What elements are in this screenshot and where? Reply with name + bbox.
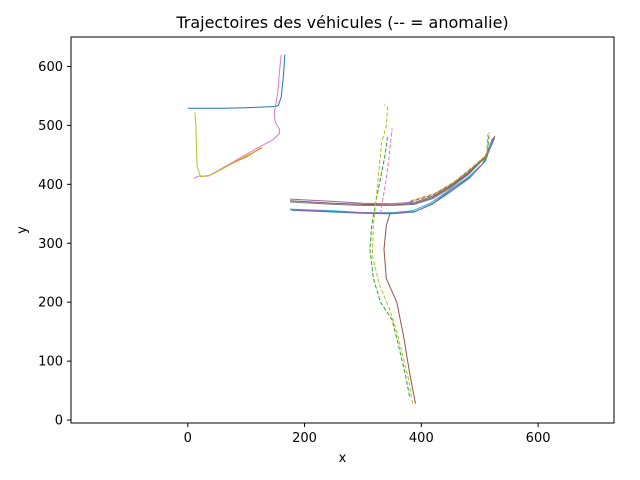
trajectory-line-1 — [193, 54, 282, 179]
anomaly-trajectory-line-11 — [369, 137, 411, 397]
y-tick-label: 500 — [38, 119, 63, 134]
trajectory-series-group — [187, 54, 496, 404]
chart-title: Trajectoires des véhicules (-- = anomali… — [175, 13, 508, 32]
y-tick-label: 400 — [38, 178, 63, 193]
x-axis-label: x — [339, 451, 347, 466]
anomaly-trajectory-line-13 — [380, 128, 393, 214]
trajectory-line-9 — [290, 137, 495, 214]
trajectory-line-3 — [234, 147, 262, 163]
y-tick-label: 0 — [55, 414, 63, 429]
anomaly-trajectory-line-15 — [410, 134, 489, 202]
trajectory-line-0 — [187, 54, 286, 109]
trajectory-line-10 — [383, 213, 416, 404]
trajectory-line-2 — [194, 112, 263, 178]
x-tick-label: 0 — [184, 431, 192, 446]
x-tick-label: 200 — [292, 431, 317, 446]
y-tick-label: 600 — [38, 60, 63, 75]
trajectory-line-5 — [289, 135, 496, 206]
x-tick-label: 600 — [526, 431, 551, 446]
ticks-group: 0 200 400 600 0 100 200 300 400 500 600 — [38, 60, 550, 446]
plot-frame — [70, 36, 615, 424]
anomaly-trajectory-line-14 — [409, 132, 490, 203]
y-tick-label: 200 — [38, 296, 63, 311]
x-tick-label: 400 — [409, 431, 434, 446]
trajectory-line-6 — [289, 138, 494, 206]
anomaly-trajectory-line-12 — [371, 104, 414, 404]
y-tick-label: 300 — [38, 237, 63, 252]
y-axis-label: y — [15, 226, 30, 234]
trajectory-line-4 — [289, 138, 495, 205]
y-tick-label: 100 — [38, 355, 63, 370]
